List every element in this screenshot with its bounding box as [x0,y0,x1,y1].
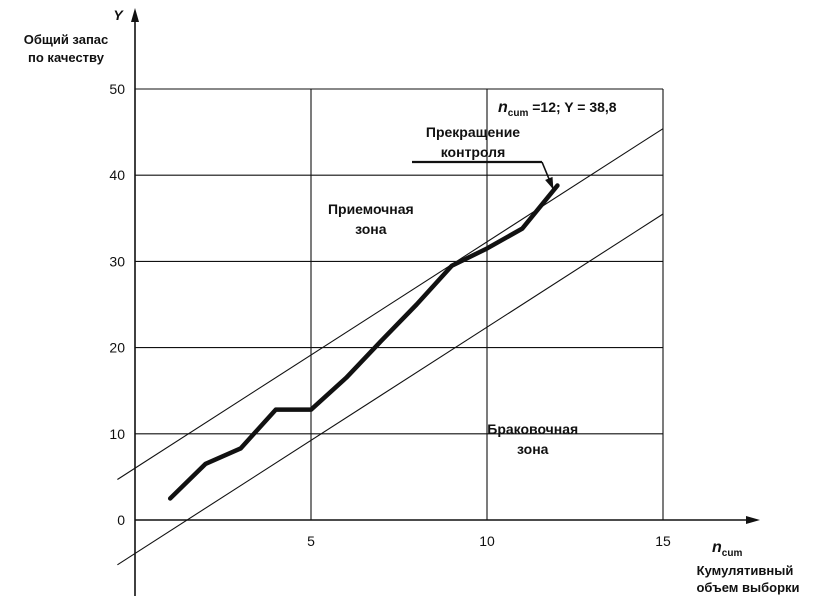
limit-lines [117,128,664,566]
series-line-0 [167,183,560,501]
data-series [167,183,560,501]
y-axis-title-line-1: Общий запас [24,32,109,47]
stop-arrowhead-icon [545,176,554,190]
x-axis-symbol-subscript: cum [722,548,743,559]
x-tick-label-10: 10 [479,533,495,549]
x-axis-title-line-1: Кумулятивный [697,563,794,578]
final-point-n-symbol: n [498,99,508,116]
final-point-values: =12; Y = 38,8 [528,99,616,115]
x-axis-title: ncum Кумулятивный объем выборки [696,539,799,595]
x-axis-arrow-icon [746,516,760,524]
y-axis-title-line-2: по качеству [28,50,105,65]
final-point-label: ncum =12; Y = 38,8 [498,99,617,119]
zone-label-1-line-1: зона [517,441,549,457]
y-tick-label-30: 30 [109,253,125,269]
y-tick-label-40: 40 [109,167,125,183]
zone-label-0-line-1: зона [355,221,387,237]
x-tick-label-5: 5 [307,533,315,549]
stop-label-line-1: Прекращение [426,124,520,140]
x-axis-symbol: n [712,539,722,556]
tick-labels: 0 10 20 30 40 50 5 10 15 [109,81,671,549]
svg-text:ncum =12; Y = 38,8: ncum =12; Y = 38,8 [498,99,617,119]
grid-lines [135,88,664,520]
y-tick-label-10: 10 [109,426,125,442]
axes [131,8,760,596]
zone-label-1-line-0: Браковочная [487,421,578,437]
final-point-n-subscript: cum [508,108,529,119]
y-tick-label-0: 0 [117,512,125,528]
y-tick-label-50: 50 [109,81,125,97]
y-axis-arrow-icon [131,8,139,22]
stop-label-line-2: контроля [441,144,506,160]
rejection-limit-line [117,213,664,566]
y-axis-title: Y Общий запас по качеству [24,7,125,65]
svg-text:ncum: ncum [712,539,742,559]
acceptance-limit-line [117,128,664,480]
zone-label-0-line-0: Приемочная [328,201,414,217]
x-tick-label-15: 15 [655,533,671,549]
y-axis-symbol: Y [113,7,124,23]
y-tick-label-20: 20 [109,340,125,356]
annotation-stop: Прекращение контроля [412,124,555,190]
x-axis-title-line-2: объем выборки [696,580,799,595]
zone-labels: Приемочная зона Браковочная зона [328,201,578,457]
